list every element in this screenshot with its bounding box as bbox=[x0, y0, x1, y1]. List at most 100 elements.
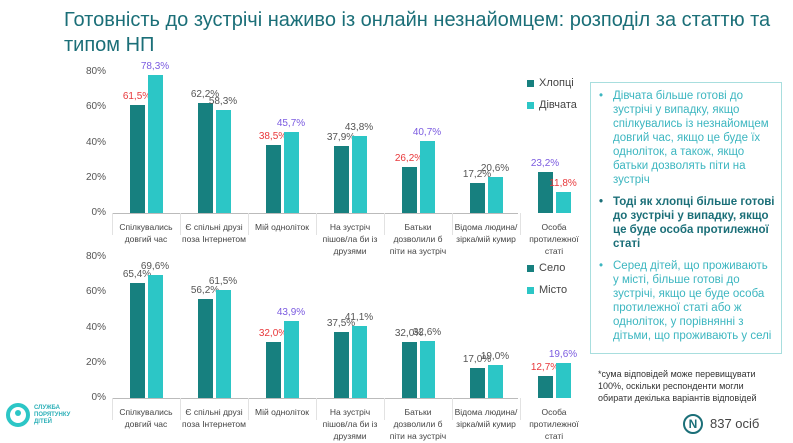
note: Дівчата більше готові до зустрічі у випа… bbox=[599, 89, 775, 187]
bar bbox=[129, 282, 145, 398]
bar bbox=[487, 176, 503, 213]
x-tick-label: Відома людина/зірка/мій кумир bbox=[454, 407, 518, 429]
value-label: 17,0% bbox=[462, 354, 492, 366]
bar bbox=[283, 320, 299, 398]
value-label: 19,6% bbox=[548, 349, 578, 361]
x-tick-label: Є спільні друзі поза Інтернетом bbox=[181, 222, 247, 244]
sample-icon: N bbox=[683, 414, 703, 434]
x-tick bbox=[248, 213, 249, 235]
bar bbox=[537, 375, 553, 398]
x-tick bbox=[112, 398, 113, 420]
x-tick-label: Особа протилежної статі bbox=[529, 222, 579, 256]
bar bbox=[215, 110, 231, 213]
x-tick bbox=[248, 398, 249, 420]
value-label: 43,9% bbox=[276, 306, 306, 318]
y-tick-label: 40% bbox=[85, 321, 106, 333]
footnote: *сума відповідей може перевищувати 100%,… bbox=[598, 369, 757, 403]
x-tick-label: Особа протилежної статі bbox=[529, 407, 579, 441]
y-tick-label: 80% bbox=[85, 251, 106, 262]
y-tick-label: 20% bbox=[85, 356, 106, 368]
y-tick-label: 60% bbox=[85, 286, 106, 298]
legend-label: Місто bbox=[539, 284, 568, 296]
legend-swatch bbox=[527, 287, 534, 294]
x-tick bbox=[520, 213, 521, 235]
bar bbox=[555, 363, 571, 398]
bar bbox=[333, 146, 349, 213]
value-label: 38,5% bbox=[258, 131, 288, 143]
bar bbox=[147, 275, 163, 398]
value-label: 11,8% bbox=[549, 178, 577, 190]
value-label: 32,0% bbox=[258, 327, 288, 339]
x-tick bbox=[452, 213, 453, 235]
x-tick-label: Відома людина/зірка/мій кумир bbox=[454, 222, 518, 244]
bar bbox=[401, 341, 417, 398]
value-label: 61,5% bbox=[208, 275, 238, 287]
value-label: 19,0% bbox=[480, 350, 510, 362]
x-tick-label: Мій одноліток bbox=[255, 407, 309, 417]
logo-icon bbox=[6, 403, 30, 427]
x-tick-label: Спілкувались довгий час bbox=[119, 407, 173, 429]
value-label: 41,1% bbox=[344, 311, 374, 323]
bar bbox=[555, 192, 571, 213]
bar bbox=[283, 132, 299, 213]
x-tick bbox=[520, 398, 521, 420]
x-tick bbox=[384, 398, 385, 420]
value-label: 61,5% bbox=[122, 90, 152, 102]
y-tick-label: 40% bbox=[85, 136, 106, 148]
bar bbox=[469, 182, 485, 213]
x-tick bbox=[316, 213, 317, 235]
x-tick bbox=[316, 398, 317, 420]
x-tick-label: На зустріч пішов/ла би із друзями bbox=[322, 407, 378, 441]
bar bbox=[215, 289, 231, 398]
value-label: 45,7% bbox=[276, 118, 306, 130]
logo-text: СЛУЖБА ПОРЯТУНКУ ДІТЕЙ bbox=[34, 405, 71, 425]
x-tick bbox=[180, 398, 181, 420]
bar bbox=[197, 298, 213, 398]
value-label: 17,2% bbox=[462, 168, 492, 180]
x-tick-label: Спілкувались довгий час bbox=[119, 222, 173, 244]
value-label: 12,7% bbox=[530, 361, 560, 373]
value-label: 23,2% bbox=[530, 158, 560, 170]
x-axis bbox=[112, 213, 518, 214]
bar bbox=[265, 145, 281, 213]
note: Тоді як хлопці більше готові до зустрічі… bbox=[599, 195, 775, 251]
bar bbox=[197, 103, 213, 213]
bar bbox=[351, 325, 367, 398]
value-label: 78,3% bbox=[140, 60, 170, 72]
y-tick-label: 80% bbox=[85, 66, 106, 77]
slide-title: Готовність до зустрічі наживо із онлайн … bbox=[64, 9, 771, 56]
bar bbox=[537, 172, 553, 213]
value-label: 37,5% bbox=[326, 317, 356, 329]
legend-label: Хлопці bbox=[539, 77, 574, 89]
bar bbox=[351, 135, 367, 213]
bar bbox=[401, 166, 417, 213]
value-label: 26,2% bbox=[394, 152, 424, 164]
x-tick bbox=[452, 398, 453, 420]
value-label: 56,2% bbox=[190, 284, 220, 296]
bar bbox=[419, 141, 435, 213]
x-tick bbox=[180, 213, 181, 235]
value-label: 32,0% bbox=[394, 327, 424, 339]
bar bbox=[333, 331, 349, 398]
value-label: 32,6% bbox=[412, 326, 442, 338]
bar bbox=[265, 341, 281, 398]
x-tick-label: Є спільні друзі поза Інтернетом bbox=[181, 407, 247, 429]
y-tick-label: 20% bbox=[85, 171, 106, 183]
legend-swatch bbox=[527, 80, 534, 87]
y-tick-label: 60% bbox=[85, 101, 106, 113]
bar bbox=[129, 104, 145, 213]
x-axis bbox=[112, 398, 518, 399]
value-label: 37,9% bbox=[326, 132, 356, 144]
bar bbox=[147, 74, 163, 213]
value-label: 65,4% bbox=[122, 268, 152, 280]
x-tick bbox=[112, 213, 113, 235]
legend-swatch bbox=[527, 102, 534, 109]
legend-label: Дівчата bbox=[539, 99, 577, 111]
x-tick-label: Батьки дозволили б піти на зустріч bbox=[389, 222, 447, 256]
y-tick-label: 0% bbox=[91, 207, 106, 218]
legend-label: Село bbox=[539, 262, 566, 274]
legend-swatch bbox=[527, 265, 534, 272]
notes-panel: Дівчата більше готові до зустрічі у випа… bbox=[590, 82, 782, 354]
bar bbox=[419, 340, 435, 398]
